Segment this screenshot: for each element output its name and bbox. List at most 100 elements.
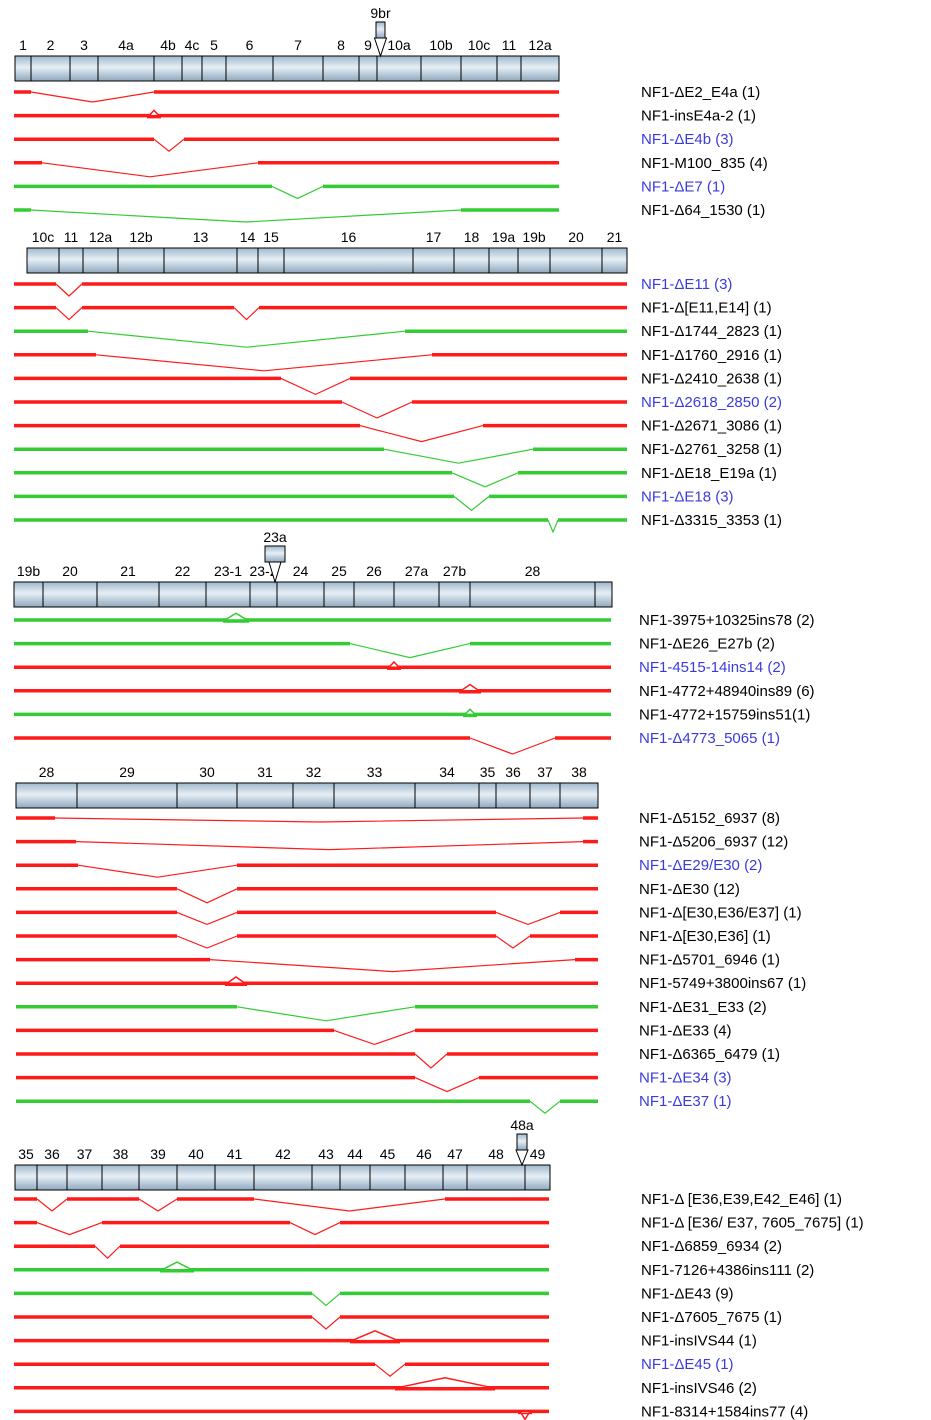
exon-box: [82, 247, 119, 274]
exon-box: [101, 1164, 140, 1191]
exon-box: [453, 247, 490, 274]
transcript-label: NF1-Δ3315_3353 (1): [641, 512, 782, 529]
alt-exon-box: [375, 21, 386, 39]
exon-box: [97, 55, 155, 82]
exon-label: 15: [263, 229, 279, 245]
skip-junction: [289, 1222, 341, 1236]
exon-box: [311, 1164, 341, 1191]
skip-junction: [54, 817, 584, 823]
skip-junction: [75, 841, 584, 851]
exon-box: [272, 55, 324, 82]
exon-box: [138, 1164, 178, 1191]
exon-label: 13: [193, 229, 209, 245]
transcript-row: NF1-Δ64_1530 (1): [14, 202, 765, 223]
transcript-label: NF1-ΔE30 (12): [639, 881, 740, 898]
transcript-label: NF1-insE4a-2 (1): [641, 108, 756, 125]
exon-label: 35: [18, 1146, 34, 1162]
skip-junction: [341, 401, 413, 419]
exon-label: 14: [240, 229, 256, 245]
exon-label: 26: [366, 563, 382, 579]
exon-label: 49: [530, 1146, 546, 1162]
panel-2: 10c 11 12a 12b 13 14 15 16 17 18 19a 19b 20 21 NF1-ΔE1…: [14, 229, 782, 534]
skip-junction: [414, 1053, 448, 1069]
transcript-label: NF1-Δ2618_2850 (2): [641, 394, 782, 411]
transcript-row: NF1-Δ5206_6937 (12): [16, 834, 788, 851]
exon-box: [176, 1164, 216, 1191]
exon-bar: 28 29 30 31 32 33 34 35 36 37 38: [15, 764, 599, 809]
transcript-row: NF1-ΔE31_E33 (2): [16, 999, 767, 1022]
exon-label: 20: [62, 563, 78, 579]
transcript-row: NF1-Δ[E30,E36] (1): [16, 928, 771, 949]
transcript-label: NF1-3975+10325ins78 (2): [639, 612, 815, 629]
transcript-label: NF1-Δ1744_2823 (1): [641, 323, 782, 340]
exon-label: 10c: [468, 37, 491, 53]
transcript-row: NF1-Δ[E30,E36/E37] (1): [16, 904, 802, 926]
alt-exon-box: [516, 1133, 528, 1151]
transcript-row: NF1-Δ7605_7675 (1): [14, 1309, 782, 1330]
exon-label: 1: [19, 37, 27, 53]
skip-junction: [153, 138, 185, 152]
transcript-row: NF1-ΔE4b (3): [14, 131, 734, 152]
skip-junction: [55, 307, 83, 321]
exon-label: 22: [175, 563, 191, 579]
transcript-row: NF1-Δ2618_2850 (2): [14, 394, 782, 419]
skip-junction: [349, 643, 471, 659]
exon-box: [236, 247, 259, 274]
transcript-label: NF1-ΔE37 (1): [639, 1093, 732, 1110]
exon-box: [117, 247, 165, 274]
exon-box: [322, 55, 360, 82]
exon-label: 8: [337, 37, 345, 53]
exon-label: 41: [227, 1146, 243, 1162]
exon-box: [36, 1164, 68, 1191]
exon-box: [13, 581, 44, 608]
alt-exon-pointer: [515, 1149, 529, 1167]
transcript-label: NF1-insIVS44 (1): [641, 1333, 757, 1350]
exon-box: [333, 782, 416, 809]
exon-label: 35: [480, 764, 496, 780]
exon-box: [517, 247, 551, 274]
transcript-row: NF1-ΔE33 (4): [16, 1022, 732, 1046]
insertion-marker: [351, 1330, 399, 1342]
exon-box: [412, 247, 455, 274]
transcript-label: NF1-5749+3800ins67 (1): [639, 975, 806, 992]
alt-exon-label: 9br: [370, 5, 391, 21]
transcript-row: NF1-Δ5152_6937 (8): [16, 810, 780, 827]
transcript-label: NF1-Δ7605_7675 (1): [641, 1309, 782, 1326]
skip-junction: [383, 448, 534, 464]
transcript-row: NF1-ΔE29/E30 (2): [16, 857, 762, 878]
exon-box: [292, 782, 335, 809]
transcript-row: NF1-Δ5701_6946 (1): [16, 952, 780, 973]
exon-label: 42: [275, 1146, 291, 1162]
exon-label: 37: [77, 1146, 93, 1162]
skip-junction: [41, 162, 259, 178]
transcript-row: NF1-7126+4386ins111 (2): [14, 1261, 814, 1279]
skip-junction: [36, 1198, 68, 1212]
exon-label: 11: [64, 229, 79, 245]
transcript-label: NF1-ΔE18_E19a (1): [641, 465, 777, 482]
transcript-row: NF1-4772+15759ins51(1): [14, 706, 810, 723]
transcript-row: NF1-insIVS46 (2): [14, 1377, 757, 1397]
insertion-marker: [161, 1261, 193, 1271]
exon-box: [257, 247, 285, 274]
exon-box: [529, 782, 561, 809]
transcript-label: NF1-ΔE45 (1): [641, 1356, 734, 1373]
alt-exon-label: 23a: [263, 529, 287, 545]
transcript-row: NF1-insIVS44 (1): [14, 1330, 757, 1350]
exon-label: 10a: [387, 37, 411, 53]
skip-junction: [77, 864, 238, 878]
exon-box: [393, 581, 440, 608]
exon-box: [225, 55, 274, 82]
exon-label: 17: [426, 229, 442, 245]
exon-box: [14, 55, 32, 82]
exon-label: 36: [505, 764, 521, 780]
exon-box: [549, 247, 603, 274]
exon-label: 6: [246, 37, 254, 53]
skip-junction: [176, 911, 238, 926]
transcript-label: NF1-ΔE11 (3): [641, 276, 732, 293]
transcript-row: NF1-Δ [E36/ E37, 7605_7675] (1): [14, 1215, 864, 1236]
skip-junction: [374, 1363, 406, 1377]
insertion-marker: [222, 612, 250, 621]
skip-junction: [271, 185, 324, 200]
transcript-row: NF1-Δ [E36,E39,E42_E46] (1): [14, 1191, 842, 1212]
transcript-label: NF1-Δ5206_6937 (12): [639, 834, 788, 851]
